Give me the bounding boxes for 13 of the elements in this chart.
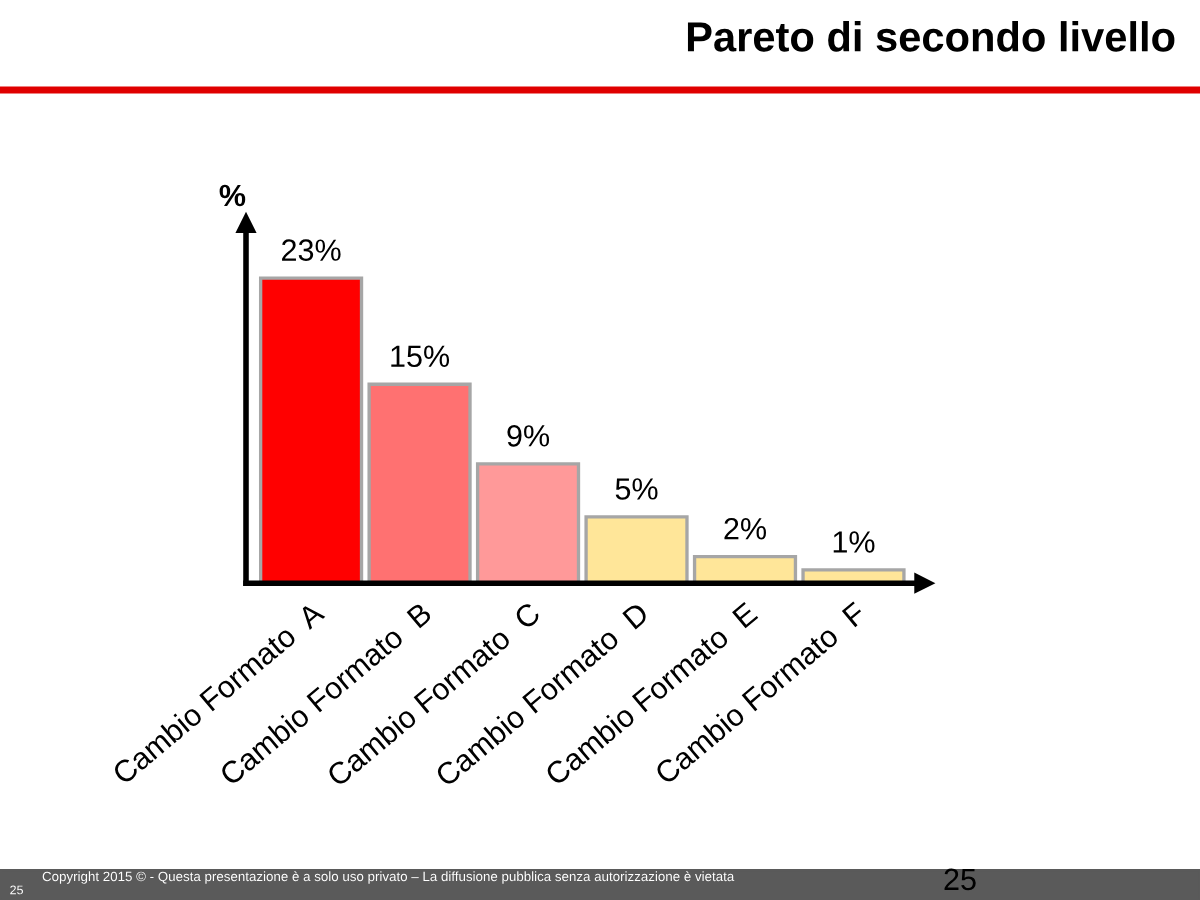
- bar: [475, 462, 581, 584]
- data-label: 9%: [507, 425, 550, 447]
- data-label: 5%: [615, 478, 658, 500]
- data-label: 2%: [724, 517, 766, 540]
- bar: [258, 276, 364, 584]
- text: 25: [944, 868, 976, 891]
- y-axis-title: %: [219, 184, 246, 207]
- data-label: 1%: [833, 531, 875, 553]
- bar: [584, 515, 689, 584]
- data-label: 15%: [391, 345, 450, 368]
- data-label: 23%: [282, 239, 341, 261]
- chart-title: Pareto di secondo livello: [687, 21, 1175, 52]
- bar: [367, 382, 472, 584]
